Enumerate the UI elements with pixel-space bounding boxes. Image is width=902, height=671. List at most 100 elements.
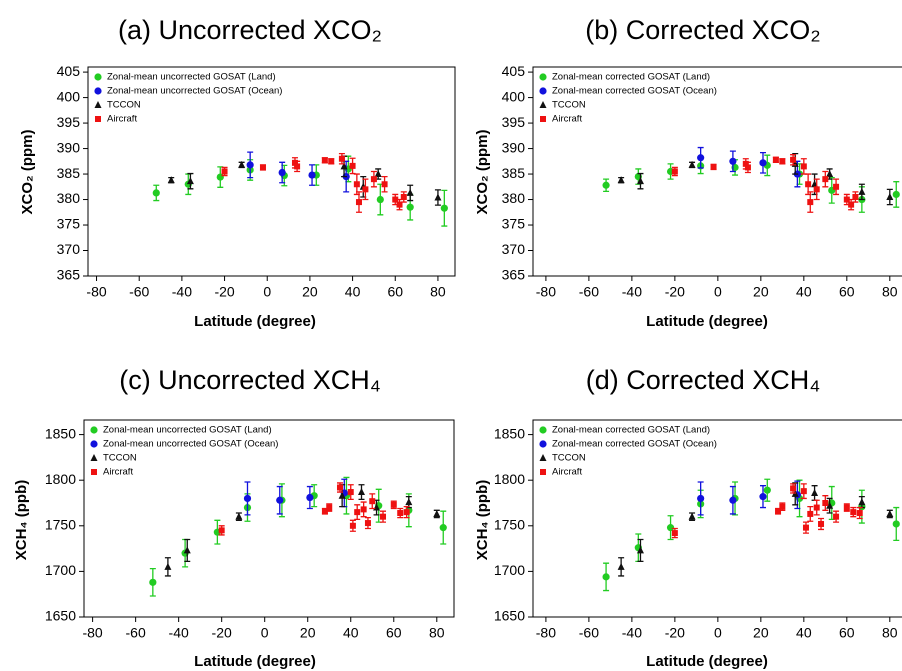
y-axis-label: XCH₄ (ppb) bbox=[13, 480, 30, 560]
point bbox=[850, 509, 857, 516]
point bbox=[666, 524, 675, 532]
point bbox=[347, 489, 354, 496]
point bbox=[636, 546, 644, 554]
y-tick-label: 380 bbox=[502, 190, 526, 206]
legend-marker bbox=[94, 101, 102, 108]
legend-label: Zonal-mean corrected GOSAT (Land) bbox=[552, 72, 710, 83]
x-tick-label: -40 bbox=[169, 625, 189, 641]
point bbox=[369, 498, 376, 505]
point bbox=[440, 204, 448, 212]
point bbox=[321, 508, 328, 515]
x-tick-label: -40 bbox=[622, 284, 642, 300]
y-tick-label: 400 bbox=[57, 88, 81, 104]
point bbox=[807, 510, 814, 517]
point bbox=[779, 503, 786, 510]
point bbox=[259, 164, 266, 171]
point bbox=[353, 181, 360, 188]
x-tick-label: -20 bbox=[214, 284, 234, 300]
y-axis-label: XCO₂ (ppm) bbox=[474, 130, 491, 215]
point bbox=[759, 159, 767, 167]
point bbox=[278, 168, 286, 177]
point bbox=[308, 171, 316, 179]
legend-label: Zonal-mean uncorrected GOSAT (Ocean) bbox=[103, 439, 278, 450]
x-tick-label: 20 bbox=[753, 625, 769, 641]
point bbox=[400, 193, 407, 200]
x-axis-label: Latitude (degree) bbox=[646, 653, 768, 670]
point bbox=[243, 494, 252, 503]
x-tick-label: 60 bbox=[387, 284, 403, 300]
point bbox=[186, 177, 194, 185]
point bbox=[826, 170, 834, 178]
point bbox=[397, 510, 404, 517]
point bbox=[349, 162, 356, 169]
legend-label: TCCON bbox=[107, 100, 141, 111]
x-tick-label: 80 bbox=[882, 625, 898, 641]
point bbox=[276, 496, 284, 504]
y-tick-label: 1700 bbox=[494, 562, 525, 578]
panel-title: (c) Uncorrected XCH₄ bbox=[119, 365, 381, 395]
legend-marker bbox=[539, 73, 547, 81]
point bbox=[216, 173, 224, 181]
point bbox=[800, 163, 807, 170]
point bbox=[374, 170, 382, 178]
y-tick-label: 405 bbox=[57, 63, 81, 79]
x-tick-label: 60 bbox=[839, 625, 855, 641]
x-tick-label: 20 bbox=[300, 625, 316, 641]
point bbox=[826, 501, 834, 509]
x-tick-label: -60 bbox=[126, 625, 146, 641]
x-axis-label: Latitude (degree) bbox=[646, 313, 768, 330]
point bbox=[688, 512, 696, 520]
legend-label: Zonal-mean corrected GOSAT (Ocean) bbox=[552, 439, 717, 450]
legend-label: Aircraft bbox=[107, 114, 137, 125]
y-axis-label: XCH₄ (ppb) bbox=[474, 480, 491, 560]
point bbox=[892, 520, 900, 528]
legend-marker bbox=[94, 87, 102, 95]
legend-label: Zonal-mean corrected GOSAT (Ocean) bbox=[552, 86, 717, 97]
y-tick-label: 1750 bbox=[494, 516, 525, 532]
legend-label: Zonal-mean corrected GOSAT (Land) bbox=[552, 425, 710, 436]
y-tick-label: 1800 bbox=[494, 471, 525, 487]
x-tick-label: 0 bbox=[263, 284, 271, 300]
x-tick-label: 20 bbox=[302, 284, 318, 300]
legend-label: Aircraft bbox=[552, 114, 582, 125]
point bbox=[617, 176, 625, 184]
plot-frame bbox=[83, 419, 455, 618]
point bbox=[390, 501, 397, 508]
point bbox=[306, 493, 314, 502]
point bbox=[149, 578, 157, 586]
point bbox=[818, 520, 825, 527]
y-tick-label: 365 bbox=[57, 267, 81, 283]
point bbox=[328, 158, 335, 165]
x-axis-label: Latitude (degree) bbox=[194, 313, 316, 330]
point bbox=[790, 156, 797, 163]
y-tick-label: 385 bbox=[57, 165, 81, 181]
point bbox=[406, 188, 414, 196]
legend-label: TCCON bbox=[552, 100, 586, 111]
point bbox=[779, 158, 786, 165]
panel: (a) Uncorrected XCO₂ Latitude (degree) XCO… bbox=[19, 15, 456, 330]
point bbox=[759, 493, 767, 501]
x-tick-label: -80 bbox=[536, 625, 556, 641]
legend-label: Zonal-mean uncorrected GOSAT (Land) bbox=[103, 425, 272, 436]
point bbox=[294, 163, 301, 170]
legend-marker bbox=[539, 101, 547, 108]
point bbox=[843, 504, 850, 511]
point bbox=[833, 513, 840, 520]
legend-label: Aircraft bbox=[552, 467, 582, 478]
point bbox=[164, 562, 172, 570]
legend-marker bbox=[94, 73, 102, 81]
x-tick-label: 80 bbox=[430, 284, 446, 300]
y-tick-label: 375 bbox=[502, 216, 526, 232]
legend-marker bbox=[540, 116, 546, 122]
point bbox=[433, 509, 441, 517]
point bbox=[396, 201, 403, 208]
y-tick-label: 1700 bbox=[45, 562, 76, 578]
legend-marker bbox=[90, 454, 98, 461]
point bbox=[744, 164, 751, 171]
point bbox=[802, 524, 809, 531]
point bbox=[152, 189, 160, 197]
legend-marker bbox=[539, 454, 547, 461]
x-tick-label: 80 bbox=[429, 625, 445, 641]
y-tick-label: 1650 bbox=[494, 608, 525, 624]
panel: (b) Corrected XCO₂ Latitude (degree) XCO₂ … bbox=[474, 15, 902, 330]
